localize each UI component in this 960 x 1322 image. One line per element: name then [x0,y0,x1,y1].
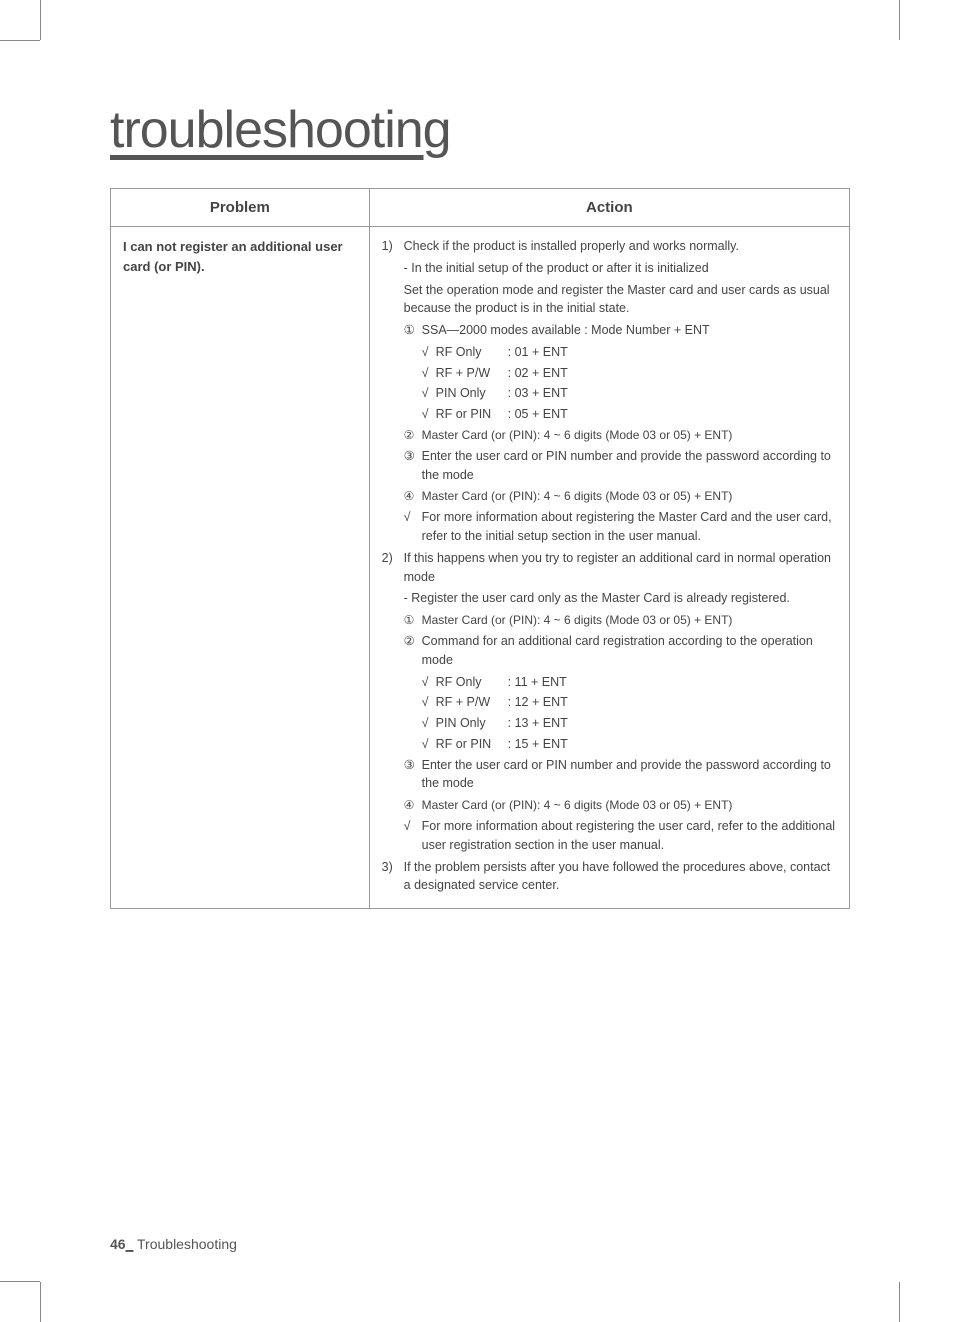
mode-label: RF Only [436,673,508,692]
check-icon: √ [422,673,436,692]
circle-mark: ① [404,321,422,340]
check-icon: √ [422,405,436,424]
mode-option: √ RF Only: 01 + ENT [422,343,837,362]
circled-text: Enter the user card or PIN number and pr… [422,447,837,485]
circled-text: Master Card (or (PIN): 4 ~ 6 digits (Mod… [422,796,837,814]
header-problem: Problem [111,189,370,227]
problem-cell: I can not register an additional user ca… [111,227,370,909]
check-icon: √ [404,817,422,855]
footer-section: Troubleshooting [133,1236,237,1252]
circled-item: ② Master Card (or (PIN): 4 ~ 6 digits (M… [404,426,837,444]
mode-value: : 13 + ENT [508,716,568,730]
circle-mark: ② [404,632,422,670]
step-number: 1) [382,237,404,256]
circle-mark: ④ [404,796,422,814]
circled-item: ② Command for an additional card registr… [404,632,837,670]
page-title: troubleshooting [110,100,850,160]
sub-note: Set the operation mode and register the … [404,281,837,319]
mode-value: : 12 + ENT [508,695,568,709]
mode-label: RF + P/W [436,693,508,712]
mode-option: √ RF Only: 11 + ENT [422,673,837,692]
circled-item: ① SSA—2000 modes available : Mode Number… [404,321,837,340]
step-2: 2) If this happens when you try to regis… [382,549,837,587]
mode-value: : 11 + ENT [508,675,567,689]
step-number: 3) [382,858,404,896]
page-footer: 46_ Troubleshooting [110,1236,237,1252]
check-icon: √ [422,384,436,403]
mode-option: √ RF or PIN: 15 + ENT [422,735,837,754]
circled-text: Master Card (or (PIN): 4 ~ 6 digits (Mod… [422,487,837,505]
note-item: √ For more information about registering… [404,508,837,546]
circled-text: Enter the user card or PIN number and pr… [422,756,837,794]
check-icon: √ [422,364,436,383]
check-icon: √ [422,343,436,362]
circle-mark: ③ [404,447,422,485]
circled-item: ④ Master Card (or (PIN): 4 ~ 6 digits (M… [404,796,837,814]
mode-option: √ PIN Only: 03 + ENT [422,384,837,403]
note-item: √ For more information about registering… [404,817,837,855]
check-icon: √ [422,714,436,733]
mode-value: : 02 + ENT [508,366,568,380]
circled-item: ① Master Card (or (PIN): 4 ~ 6 digits (M… [404,611,837,629]
mode-option: √ PIN Only: 13 + ENT [422,714,837,733]
circled-text: SSA—2000 modes available : Mode Number +… [422,321,837,340]
mode-value: : 15 + ENT [508,737,568,751]
mode-option: √ RF or PIN: 05 + ENT [422,405,837,424]
table-row: I can not register an additional user ca… [111,227,850,909]
troubleshooting-table: Problem Action I can not register an add… [110,188,850,909]
mode-value: : 05 + ENT [508,407,568,421]
step-1: 1) Check if the product is installed pro… [382,237,837,256]
step-text: Check if the product is installed proper… [404,237,837,256]
circle-mark: ① [404,611,422,629]
mode-label: RF Only [436,343,508,362]
note-text: For more information about registering t… [422,508,837,546]
header-action: Action [369,189,849,227]
mode-option: √ RF + P/W: 02 + ENT [422,364,837,383]
circled-text: Master Card (or (PIN): 4 ~ 6 digits (Mod… [422,426,837,444]
circled-text: Command for an additional card registrat… [422,632,837,670]
circled-item: ③ Enter the user card or PIN number and … [404,756,837,794]
action-cell: 1) Check if the product is installed pro… [369,227,849,909]
note-text: For more information about registering t… [422,817,837,855]
step-text: If the problem persists after you have f… [404,858,837,896]
step-text: If this happens when you try to register… [404,549,837,587]
circle-mark: ③ [404,756,422,794]
circled-item: ③ Enter the user card or PIN number and … [404,447,837,485]
mode-option: √ RF + P/W: 12 + ENT [422,693,837,712]
circled-item: ④ Master Card (or (PIN): 4 ~ 6 digits (M… [404,487,837,505]
check-icon: √ [404,508,422,546]
page-number: 46 [110,1236,126,1252]
mode-label: RF or PIN [436,735,508,754]
mode-label: PIN Only [436,384,508,403]
mode-value: : 01 + ENT [508,345,568,359]
table-header-row: Problem Action [111,189,850,227]
page-content: troubleshooting Problem Action I can not… [0,0,960,1322]
step-3: 3) If the problem persists after you hav… [382,858,837,896]
circle-mark: ④ [404,487,422,505]
circled-text: Master Card (or (PIN): 4 ~ 6 digits (Mod… [422,611,837,629]
mode-label: RF or PIN [436,405,508,424]
sub-note: - Register the user card only as the Mas… [404,589,837,608]
mode-label: PIN Only [436,714,508,733]
mode-value: : 03 + ENT [508,386,568,400]
circle-mark: ② [404,426,422,444]
sub-note: - In the initial setup of the product or… [404,259,837,278]
mode-label: RF + P/W [436,364,508,383]
check-icon: √ [422,693,436,712]
step-number: 2) [382,549,404,587]
check-icon: √ [422,735,436,754]
